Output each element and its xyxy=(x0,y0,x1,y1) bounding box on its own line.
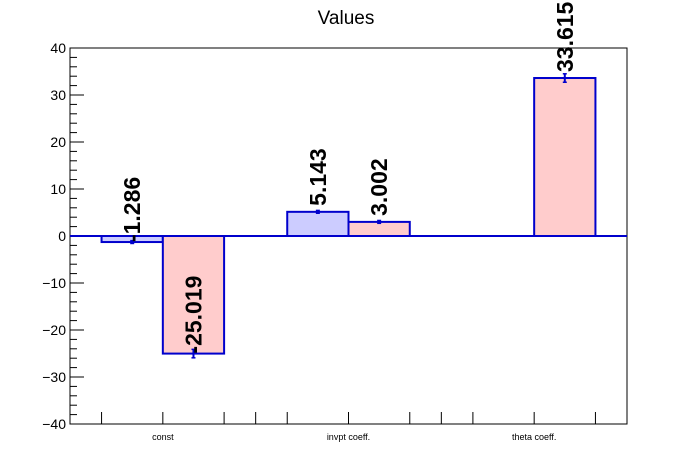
y-tick-label: 10 xyxy=(50,181,66,197)
y-tick-label: −40 xyxy=(42,416,66,432)
y-tick-label: 20 xyxy=(50,134,66,150)
y-tick-label: −30 xyxy=(42,369,66,385)
value-label: 3.002 xyxy=(366,158,392,216)
bar xyxy=(533,77,597,237)
y-tick-label: −20 xyxy=(42,322,66,338)
y-axis: −40 −30 −20 −10 0 10 20 30 40 xyxy=(42,40,84,432)
x-tick-label: theta coeff. xyxy=(512,432,556,442)
y-tick-label: 40 xyxy=(50,40,66,56)
y-tick-label: 30 xyxy=(50,87,66,103)
value-label: -25.019 xyxy=(180,276,206,354)
value-labels-group: -1.286 5.143 -25.019 3.002 33.615 xyxy=(119,1,578,353)
bar xyxy=(161,235,226,355)
x-axis: const invpt coeff. theta coeff. xyxy=(101,412,596,442)
chart-title: Values xyxy=(318,8,375,29)
x-tick-label: const xyxy=(152,432,174,442)
value-label: -1.286 xyxy=(119,177,145,242)
x-tick-label: invpt coeff. xyxy=(327,432,370,442)
bar xyxy=(286,210,350,237)
value-label: 33.615 xyxy=(552,1,578,72)
y-tick-label: −10 xyxy=(42,275,66,291)
value-label: 5.143 xyxy=(305,148,331,206)
bars-group xyxy=(100,73,597,359)
y-tick-label: 0 xyxy=(58,228,66,244)
